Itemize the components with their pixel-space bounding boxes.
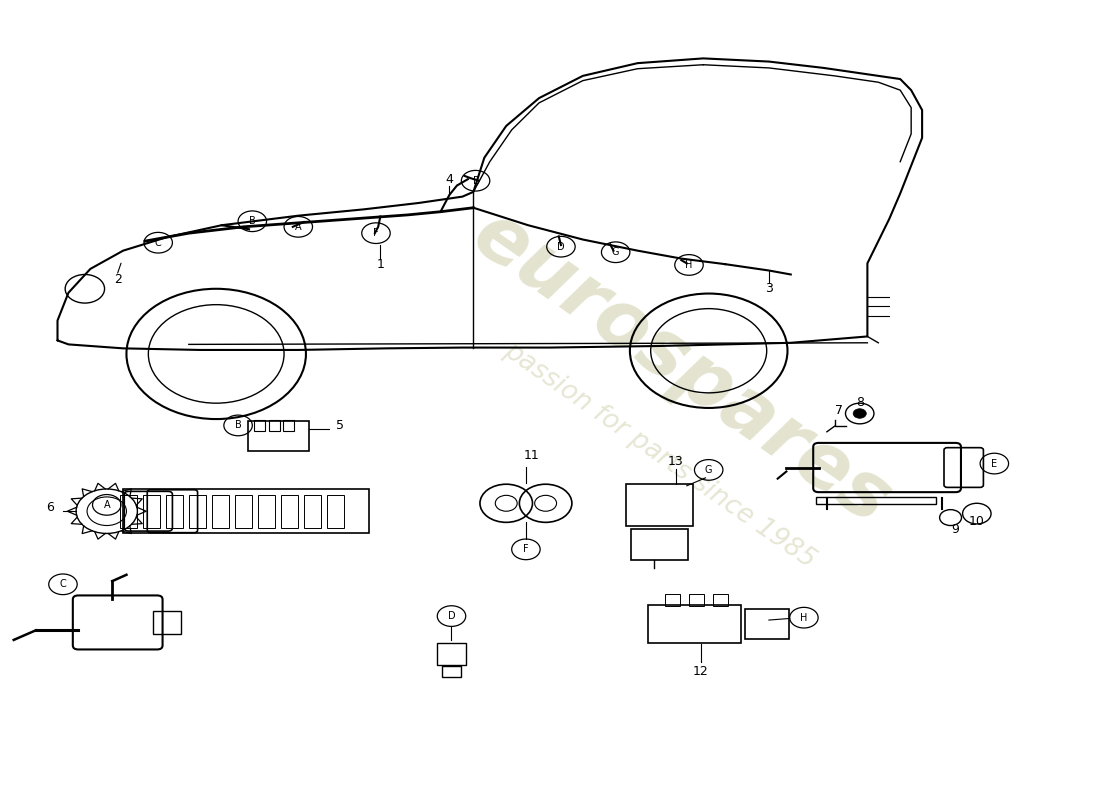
Text: H: H	[800, 613, 807, 622]
Text: E: E	[991, 458, 998, 469]
Text: H: H	[685, 260, 693, 270]
Text: B: B	[234, 421, 242, 430]
Text: 12: 12	[693, 666, 708, 678]
Text: eurospares: eurospares	[459, 196, 904, 540]
Text: 9: 9	[952, 523, 959, 536]
Text: G: G	[612, 247, 619, 258]
Text: 8: 8	[856, 396, 864, 409]
Text: 1: 1	[376, 258, 384, 271]
Text: 11: 11	[524, 449, 539, 462]
Text: C: C	[59, 579, 66, 590]
Text: G: G	[705, 465, 713, 475]
Text: 4: 4	[446, 173, 453, 186]
Text: C: C	[155, 238, 162, 248]
Text: 6: 6	[46, 501, 54, 514]
Text: 10: 10	[969, 515, 984, 528]
Text: 3: 3	[764, 282, 773, 295]
Text: 7: 7	[835, 404, 843, 417]
Text: A: A	[295, 222, 301, 232]
Text: F: F	[524, 544, 529, 554]
Text: 2: 2	[113, 273, 122, 286]
Text: passion for parts since 1985: passion for parts since 1985	[499, 338, 820, 574]
Text: D: D	[448, 611, 455, 621]
Text: A: A	[103, 500, 110, 510]
Text: B: B	[249, 216, 255, 226]
Text: 13: 13	[668, 455, 684, 469]
Text: 5: 5	[336, 419, 344, 432]
Circle shape	[854, 409, 867, 418]
Text: D: D	[557, 242, 564, 252]
Text: F: F	[373, 228, 378, 238]
Text: E: E	[473, 176, 478, 186]
